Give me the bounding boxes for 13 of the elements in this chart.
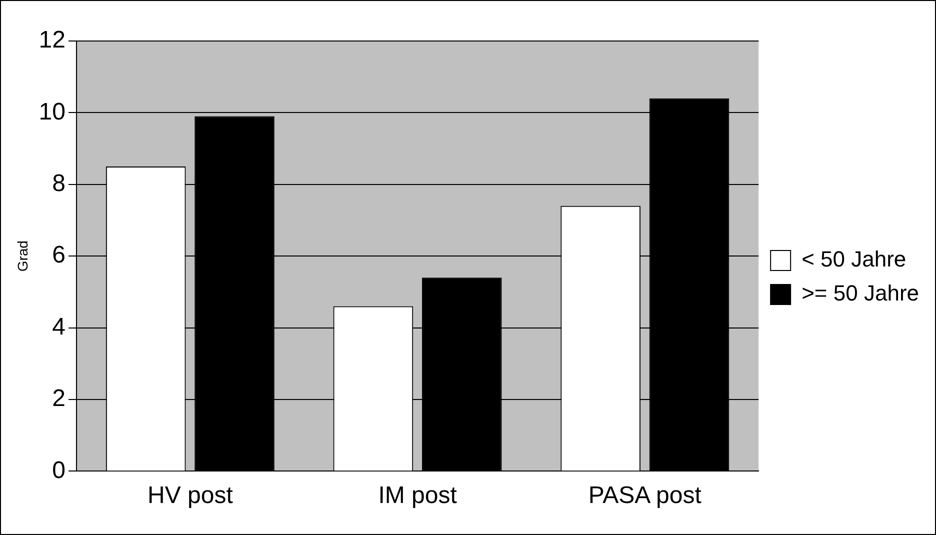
legend-label: >= 50 Jahre bbox=[802, 280, 920, 306]
y-tick-label: 10 bbox=[38, 98, 66, 126]
x-tick-label: IM post bbox=[378, 482, 458, 510]
y-tick-label: 12 bbox=[38, 26, 66, 54]
legend-label: < 50 Jahre bbox=[802, 246, 906, 272]
x-tick-label: HV post bbox=[147, 482, 234, 510]
y-tick-label: 8 bbox=[52, 170, 66, 198]
y-tick-label: 2 bbox=[52, 385, 66, 412]
x-tick-label: PASA post bbox=[588, 482, 702, 510]
y-axis-title: Grad bbox=[14, 240, 30, 272]
y-tick-label: 4 bbox=[52, 313, 66, 340]
y-tick-label: 0 bbox=[52, 456, 66, 484]
y-tick-label: 6 bbox=[52, 242, 66, 269]
